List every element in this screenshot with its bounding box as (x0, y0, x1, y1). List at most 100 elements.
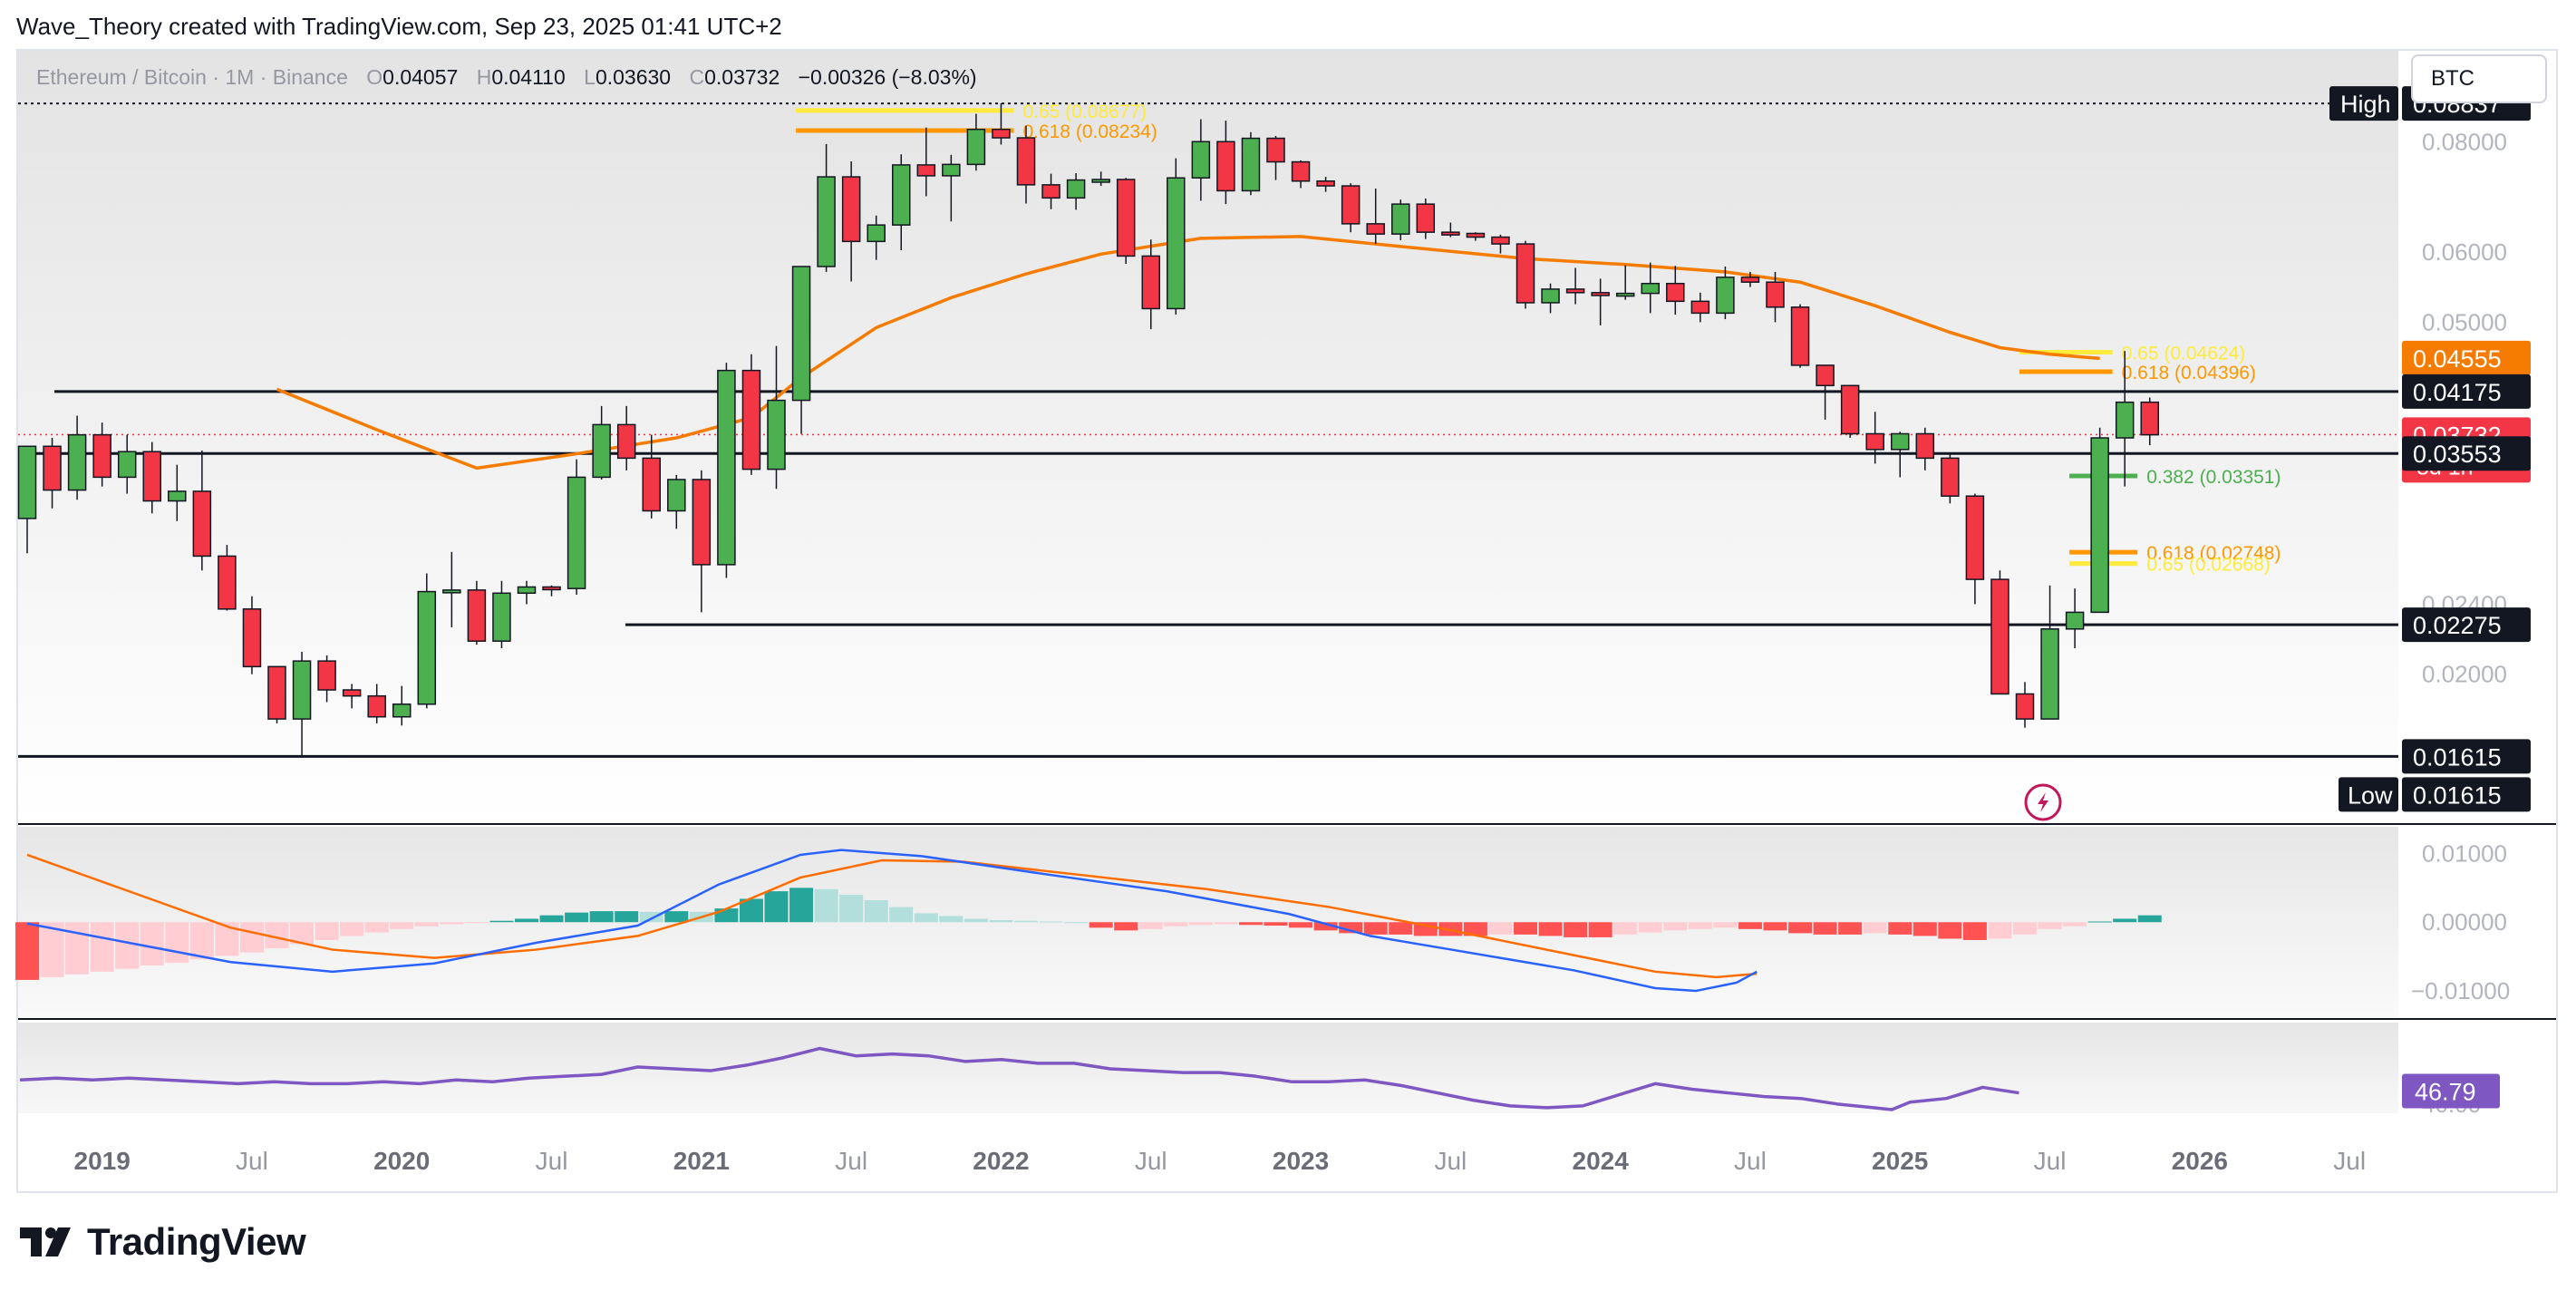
fib-low-065-label: 0.65 (0.02668) (2146, 555, 2271, 576)
candle-up (1167, 177, 1186, 310)
macd-histogram-bar (1813, 922, 1837, 935)
candle-down (1366, 223, 1385, 235)
fib-low-0618-label: 0.618 (0.02748) (2146, 543, 2281, 564)
macd-histogram-bar (839, 894, 864, 923)
legend-high-key: H (476, 65, 492, 89)
candle-down (741, 369, 761, 471)
macd-histogram-bar (1188, 922, 1213, 926)
macd-histogram-bar (664, 911, 689, 923)
macd-histogram-bar (2137, 915, 2162, 923)
macd-histogram-bar (539, 915, 564, 923)
candle-down (916, 164, 936, 177)
fib-green-0382-label: 0.382 (0.03351) (2146, 467, 2281, 488)
time-axis-label: 2026 (2172, 1147, 2228, 1175)
legend-open-key: O (366, 65, 383, 89)
macd-histogram-bar (489, 920, 514, 923)
macd-histogram-bar (2113, 918, 2137, 923)
candle-down (242, 608, 262, 668)
macd-histogram-bar (2013, 922, 2037, 935)
macd-histogram-bar (889, 907, 914, 923)
macd-histogram-bar (764, 891, 789, 923)
candle-down (841, 176, 861, 243)
candle-down (642, 457, 661, 512)
macd-histogram-bar (1988, 922, 2012, 939)
candle-down (1591, 292, 1610, 296)
macd-histogram-bar (1538, 922, 1563, 936)
candle-up (791, 266, 811, 402)
macd-histogram-bar (1164, 922, 1188, 926)
support-2-tag-bg (2402, 607, 2531, 643)
time-axis-label: 2025 (1872, 1147, 1928, 1175)
low-value-tag-bg (2402, 777, 2531, 812)
support-tag-bg (2402, 436, 2531, 471)
candle-up (517, 586, 537, 595)
tradingview-logo-icon (20, 1227, 71, 1256)
macd-histogram-bar (1564, 922, 1588, 937)
low-tag-text: Low (2348, 781, 2393, 809)
candle-down (1116, 179, 1136, 257)
candle-down (1840, 384, 1860, 435)
candle-down (1865, 432, 1884, 451)
candle-up (2090, 437, 2109, 614)
candle-up (1241, 137, 1261, 192)
macd-histogram-bar (1763, 922, 1787, 931)
candle-down (92, 433, 111, 479)
legend-symbol: Ethereum / Bitcoin · 1M · Binance (36, 65, 348, 89)
candle-down (1690, 300, 1710, 315)
time-axis-label: 2021 (673, 1147, 730, 1175)
macd-histogram-bar (1389, 922, 1413, 935)
candle-down (1416, 203, 1436, 233)
time-axis-label: Jul (835, 1147, 867, 1175)
high-tag-bg (2329, 86, 2398, 121)
macd-histogram-bar (1638, 922, 1662, 933)
candle-down (1990, 578, 2009, 695)
candle-up (1191, 141, 1211, 179)
brand-text: TradingView (87, 1220, 306, 1263)
macd-axis-tick: −0.01000 (2411, 977, 2510, 1004)
candle-down (542, 586, 561, 591)
candle-down (43, 445, 62, 491)
legend-low-key: L (584, 65, 596, 89)
candle-up (667, 479, 686, 512)
legend-close-key: C (689, 65, 705, 89)
candle-down (616, 423, 636, 460)
low-value-tag-text: 0.01615 (2413, 781, 2502, 809)
macd-histogram-bar (464, 922, 489, 924)
macd-histogram-bar (2063, 922, 2087, 926)
candle-down (218, 555, 237, 610)
candle-up (892, 164, 911, 226)
candle-up (292, 660, 312, 720)
macd-line (26, 849, 1758, 993)
candle-up (767, 399, 786, 471)
macd-histogram-bar (1588, 922, 1612, 937)
macd-histogram-bar (1613, 922, 1638, 935)
macd-histogram-bar (315, 922, 339, 940)
legend-high: 0.04110 (491, 65, 566, 89)
candle-down (342, 689, 362, 697)
candle-up (492, 592, 511, 642)
macd-histogram-bar (789, 888, 814, 923)
candle-down (2140, 401, 2159, 436)
candle-down (1266, 137, 1285, 163)
fib-top-065-label: 0.65 (0.08677) (1022, 102, 1147, 122)
candle-up (1391, 203, 1410, 235)
candle-down (692, 479, 712, 566)
macd-histogram-bar (1913, 922, 1937, 936)
price-axis-tick: 0.08000 (2422, 128, 2507, 155)
macd-histogram-bar (1214, 922, 1238, 925)
candle-up (168, 490, 187, 502)
macd-signal-line (26, 853, 1758, 979)
currency-button[interactable]: BTC (2411, 54, 2547, 103)
candle-down (1466, 232, 1486, 238)
time-axis-label: Jul (2333, 1147, 2366, 1175)
candle-up (1066, 179, 1086, 199)
candle-down (1790, 306, 1810, 366)
candle-up (2115, 401, 2135, 439)
macd-histogram-bar (65, 922, 90, 975)
bolt-icon[interactable] (2024, 783, 2062, 821)
macd-histogram-bar (1788, 922, 1813, 934)
tradingview-brand[interactable]: TradingView (18, 1220, 306, 1264)
candle-down (1740, 276, 1760, 283)
high-tag-text: High (2340, 91, 2391, 118)
